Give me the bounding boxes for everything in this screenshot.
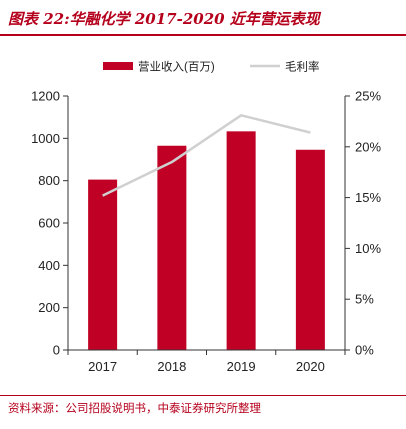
y-left-tick-label: 600 (38, 216, 60, 231)
legend-swatch-revenue (103, 62, 133, 70)
y-right-tick-label: 25% (355, 89, 381, 104)
y-right-tick-label: 0% (355, 343, 374, 358)
y-right-tick-label: 15% (355, 190, 381, 205)
x-tick-label: 2019 (227, 359, 256, 374)
gross-margin-line (102, 114, 311, 197)
y-right-tick-label: 10% (355, 241, 381, 256)
y-right-tick-label: 20% (355, 139, 381, 154)
revenue-bar (157, 145, 187, 350)
legend-label-revenue: 营业收入(百万) (138, 60, 215, 74)
chart-axes: 0 200 400 600 800 1000 1200 0% 5% 10% 15% 20% 25% 201… (31, 89, 381, 375)
y-left-tick-label: 200 (38, 300, 60, 315)
y-left-tick-label: 400 (38, 258, 60, 273)
x-tick-label: 2018 (157, 359, 186, 374)
title-divider (0, 34, 406, 36)
x-tick-label: 2020 (296, 359, 325, 374)
revenue-margin-chart: 营业收入(百万) 毛利率 0 200 400 600 800 1000 1200 0% 5% 10%… (31, 60, 381, 375)
y-left-tick-label: 0 (53, 343, 60, 358)
bar-series (88, 131, 325, 350)
y-left-tick-label: 1200 (31, 89, 60, 104)
revenue-bar (226, 131, 256, 350)
chart-legend: 营业收入(百万) 毛利率 (103, 60, 320, 74)
revenue-bar (88, 179, 118, 350)
x-tick-label: 2017 (88, 359, 117, 374)
revenue-bar (295, 149, 325, 350)
source-divider (0, 395, 406, 396)
source-note: 资料来源：公司招股说明书，中泰证券研究所整理 (8, 401, 261, 415)
y-right-tick-label: 5% (355, 292, 374, 307)
legend-label-margin: 毛利率 (285, 60, 320, 74)
y-left-tick-label: 800 (38, 173, 60, 188)
line-series (102, 114, 311, 197)
figure-title: 图表 22:华融化学 2017-2020 近年营运表现 (8, 10, 320, 28)
y-left-tick-label: 1000 (31, 131, 60, 146)
